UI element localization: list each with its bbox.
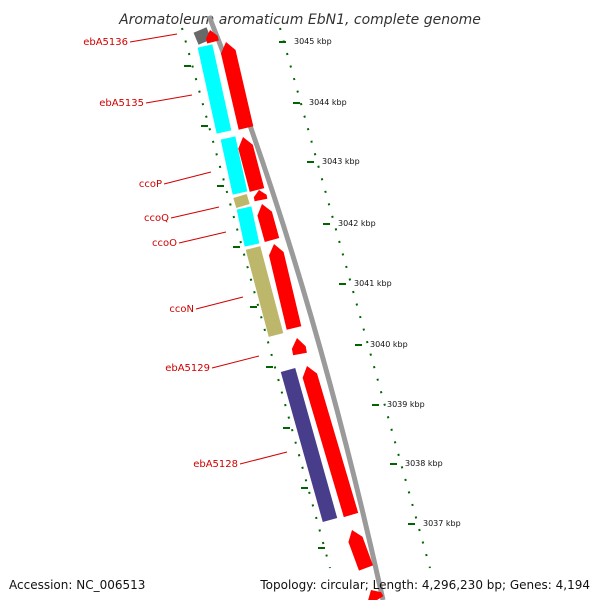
cds-arrow bbox=[220, 42, 254, 130]
gene-label-ebA5128: ebA5128 bbox=[193, 459, 238, 470]
gene-leader-line bbox=[239, 451, 288, 465]
kbp-tick-label: 3043 kbp bbox=[322, 157, 360, 166]
kbp-tick-label: 3045 kbp bbox=[294, 37, 332, 46]
gene-leader-line bbox=[178, 231, 227, 244]
major-tick-group bbox=[184, 41, 415, 549]
kbp-tick-label: 3040 kbp bbox=[370, 340, 408, 349]
cds-arrow bbox=[257, 204, 280, 243]
accession-text: Accession: NC_006513 bbox=[9, 578, 146, 592]
cds-track bbox=[205, 30, 384, 600]
gene-leader-line bbox=[163, 171, 212, 185]
kbp-tick-label: 3044 kbp bbox=[309, 98, 347, 107]
gene-track bbox=[193, 27, 338, 523]
gene-label-ebA5136: ebA5136 bbox=[83, 37, 128, 48]
gene-block-ccoO bbox=[236, 206, 260, 247]
gene-leader-line bbox=[129, 33, 178, 43]
gene-label-ccoO: ccoO bbox=[152, 238, 177, 249]
gene-leader-line bbox=[145, 94, 193, 104]
kbp-tick-label: 3039 kbp bbox=[387, 400, 425, 409]
gene-leader-line bbox=[211, 355, 260, 369]
cds-arrow bbox=[205, 30, 219, 44]
gene-label-ebA5135: ebA5135 bbox=[99, 98, 144, 109]
gene-block-ccoP bbox=[220, 136, 248, 195]
cds-arrow bbox=[348, 530, 374, 571]
gene-label-ccoQ: ccoQ bbox=[144, 213, 169, 224]
kbp-tick-label: 3038 kbp bbox=[405, 459, 443, 468]
gene-block-ebA5128 bbox=[280, 367, 338, 523]
cds-arrow bbox=[368, 590, 384, 600]
map-title: Aromatoleum aromaticum EbN1, complete ge… bbox=[118, 12, 481, 28]
gene-label-group: ebA5136 ebA5135 ccoP ccoQ ccoO ccoN ebA5129 ebA… bbox=[83, 33, 288, 470]
kbp-tick-label-group: 3045 kbp 3044 kbp 3043 kbp 3042 kbp 3041 kbp… bbox=[294, 37, 461, 528]
cds-arrow bbox=[253, 190, 268, 202]
kbp-tick-label: 3042 kbp bbox=[338, 219, 376, 228]
kbp-tick-label: 3037 kbp bbox=[423, 519, 461, 528]
cds-arrow bbox=[302, 366, 359, 518]
kbp-tick-label: 3041 kbp bbox=[354, 279, 392, 288]
cds-arrow bbox=[238, 137, 265, 192]
gene-block-ccoQ bbox=[233, 193, 250, 209]
gene-leader-line bbox=[195, 296, 244, 310]
genome-summary-text: Topology: circular; Length: 4,296,230 bp… bbox=[260, 578, 590, 592]
gene-label-ccoP: ccoP bbox=[139, 179, 162, 190]
gene-leader-line bbox=[170, 206, 220, 219]
gene-block-ebA5135 bbox=[197, 44, 232, 134]
cds-arrow bbox=[291, 338, 307, 356]
gene-label-ebA5129: ebA5129 bbox=[165, 363, 210, 374]
cds-arrow bbox=[269, 244, 302, 330]
gene-label-ccoN: ccoN bbox=[169, 304, 194, 315]
gene-block-ccoN bbox=[245, 246, 284, 337]
